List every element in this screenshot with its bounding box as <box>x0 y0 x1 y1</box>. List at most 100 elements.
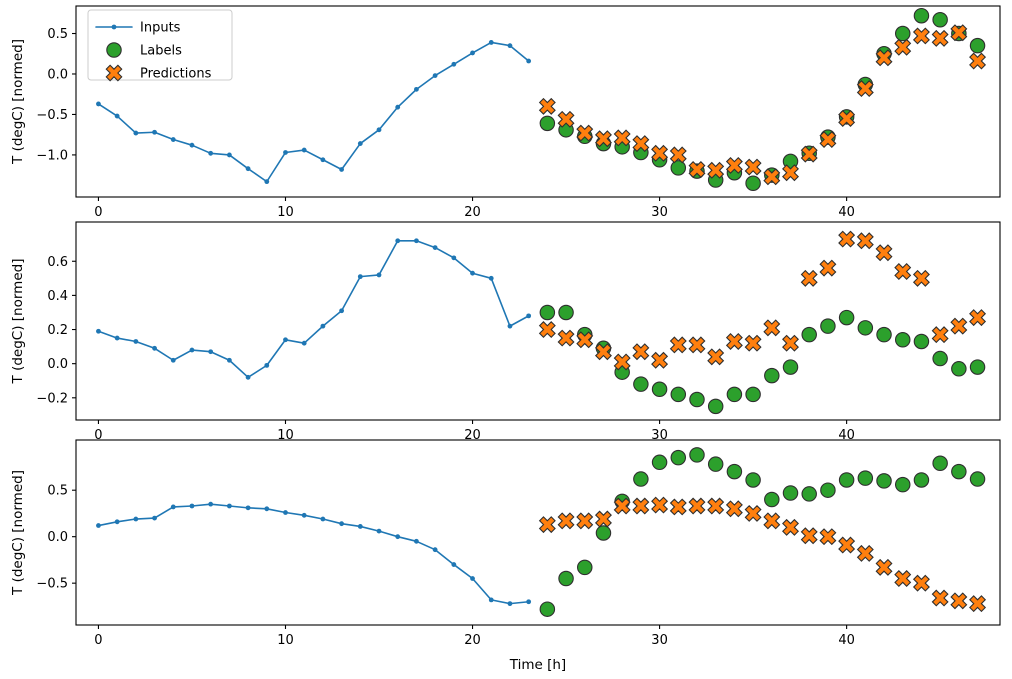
label-marker <box>651 381 668 398</box>
label-marker <box>726 386 743 403</box>
inputs-point <box>488 597 494 603</box>
inputs-point <box>414 86 419 92</box>
prediction-marker <box>763 319 781 337</box>
series-predictions-panel-2 <box>538 230 987 371</box>
inputs-point <box>264 506 270 512</box>
label-marker <box>913 472 930 488</box>
y-tick-label-2-0: 0.6 <box>47 255 68 270</box>
x-tick-label-1-20: 20 <box>464 205 481 220</box>
prediction-marker <box>594 343 612 361</box>
inputs-point <box>114 113 120 119</box>
prediction-marker <box>763 168 781 186</box>
label-marker <box>801 326 817 343</box>
inputs-point <box>189 503 195 509</box>
x-tick-label-3-0: 0 <box>94 633 102 648</box>
inputs-point <box>432 245 438 251</box>
inputs-point <box>470 50 475 56</box>
prediction-marker <box>856 544 874 562</box>
label-marker <box>670 160 687 176</box>
inputs-point <box>488 40 494 45</box>
inputs-point <box>395 104 401 110</box>
inputs-point <box>189 142 195 148</box>
label-marker <box>969 471 986 487</box>
x-tick-label-1-0: 0 <box>94 205 102 220</box>
inputs-point <box>283 150 288 155</box>
prediction-marker <box>838 536 856 554</box>
label-marker <box>932 12 948 28</box>
y-tick-label-1-2: −0.5 <box>36 108 68 123</box>
legend-predictions-x-icon <box>105 64 123 82</box>
label-marker <box>539 115 556 132</box>
label-marker <box>726 463 743 480</box>
prediction-marker <box>594 130 612 148</box>
label-marker <box>801 486 817 502</box>
inputs-point <box>264 362 270 368</box>
inputs-point <box>320 516 326 522</box>
inputs-point <box>264 179 270 185</box>
y-tick-label-2-4: −0.2 <box>36 391 68 406</box>
inputs-point <box>96 523 101 528</box>
inputs-point <box>152 515 157 521</box>
inputs-point <box>245 166 251 172</box>
prediction-marker <box>950 24 968 42</box>
prediction-marker <box>669 336 687 354</box>
prediction-marker <box>557 110 575 128</box>
inputs-point <box>357 524 363 529</box>
label-marker <box>894 25 911 42</box>
inputs-point <box>170 504 176 510</box>
prediction-marker <box>725 500 743 518</box>
series-inputs-panel-2 <box>96 238 532 380</box>
label-marker <box>857 320 874 336</box>
inputs-point <box>357 274 363 280</box>
label-marker <box>539 304 556 321</box>
inputs-point <box>189 347 195 353</box>
inputs-point <box>226 357 232 363</box>
y-axis-title-1: T (degC) [normed] <box>10 39 26 165</box>
label-marker <box>764 367 780 384</box>
label-marker <box>932 455 948 471</box>
prediction-marker <box>931 326 949 344</box>
x-tick-label-3-30: 30 <box>651 633 668 648</box>
inputs-point <box>283 510 288 515</box>
label-marker <box>558 570 574 587</box>
label-marker <box>651 454 668 471</box>
label-marker <box>595 525 612 541</box>
x-tick-label-1-10: 10 <box>277 205 294 220</box>
prediction-marker <box>782 518 799 536</box>
inputs-point <box>320 157 326 163</box>
series-labels-panel-3 <box>539 447 986 617</box>
prediction-marker <box>969 309 987 327</box>
y-tick-label-1-3: −1.0 <box>36 148 68 163</box>
prediction-marker <box>875 49 893 67</box>
label-marker <box>782 359 799 375</box>
inputs-point <box>470 576 475 581</box>
prediction-marker <box>538 516 556 534</box>
label-marker <box>913 7 930 24</box>
inputs-point <box>245 374 251 380</box>
label-marker <box>969 37 986 54</box>
label-marker <box>913 333 930 350</box>
prediction-marker <box>594 510 612 528</box>
legend-labels-circle-icon <box>106 42 122 58</box>
inputs-point <box>152 129 157 135</box>
inputs-point <box>208 501 214 507</box>
prediction-marker <box>576 124 594 142</box>
y-tick-label-1-0: 0.5 <box>47 27 68 42</box>
label-marker <box>539 601 556 617</box>
prediction-marker <box>819 259 837 277</box>
prediction-marker <box>576 331 594 349</box>
prediction-marker <box>632 343 650 361</box>
prediction-marker <box>838 230 856 248</box>
label-marker <box>633 471 649 487</box>
prediction-marker <box>912 27 930 45</box>
inputs-point <box>376 127 382 133</box>
label-marker <box>633 376 649 392</box>
x-tick-label-3-10: 10 <box>277 633 294 648</box>
inputs-point <box>339 308 345 314</box>
inputs-point <box>96 328 101 334</box>
inputs-point <box>339 521 345 527</box>
prediction-marker <box>819 528 837 546</box>
prediction-marker <box>800 269 818 287</box>
prediction-marker <box>950 317 968 335</box>
